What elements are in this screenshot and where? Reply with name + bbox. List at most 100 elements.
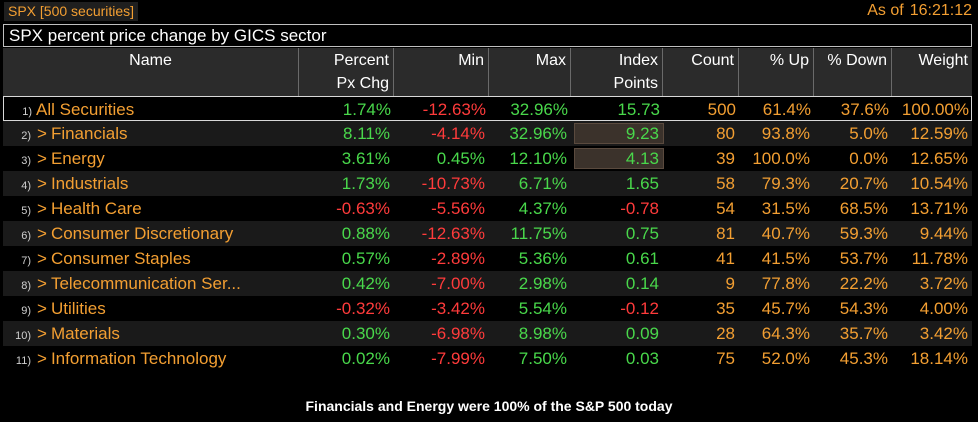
name-cell[interactable]: 7) > Consumer Staples xyxy=(3,246,298,271)
count-cell: 81 xyxy=(716,224,735,243)
column-header-percent-px-chg[interactable]: Percent Px Chg xyxy=(299,48,394,96)
weight-cell: 11.78% xyxy=(911,249,968,268)
column-header-count[interactable]: Count xyxy=(663,48,739,96)
column-header-name[interactable]: Name xyxy=(3,48,299,96)
sector-name: Energy xyxy=(50,149,105,168)
percent-up-cell: 61.4% xyxy=(762,100,811,119)
expand-chevron-icon[interactable]: > xyxy=(37,299,47,318)
index-points-cell: 0.09 xyxy=(625,324,659,343)
weight-cell: 18.14% xyxy=(910,349,968,368)
index-points-cell: 0.61 xyxy=(625,249,659,268)
expand-chevron-icon[interactable]: > xyxy=(37,349,47,368)
sector-name: Materials xyxy=(50,324,120,343)
column-header-percent-down[interactable]: % Down xyxy=(814,48,892,96)
max-cell: 32.96% xyxy=(509,124,567,143)
name-cell[interactable]: 5) > Health Care xyxy=(3,196,298,221)
sector-name: Industrials xyxy=(50,174,129,193)
table-row[interactable]: 7) > Consumer Staples 0.57% -2.89% 5.36% 0.61 4… xyxy=(3,246,972,271)
row-index: 8) xyxy=(21,280,31,292)
name-cell[interactable]: 1) All Securities xyxy=(4,97,299,122)
name-cell[interactable]: 9) > Utilities xyxy=(3,296,298,321)
table-row[interactable]: 3) > Energy 3.61% 0.45% 12.10% 4.13 39 100.0% 0.0… xyxy=(3,146,972,171)
column-header-count-label: Count xyxy=(691,52,734,69)
row-index: 4) xyxy=(21,180,31,192)
percent-up-cell: 79.3% xyxy=(761,174,810,193)
expand-chevron-icon[interactable]: > xyxy=(37,224,47,243)
min-cell: -7.99% xyxy=(431,349,485,368)
expand-chevron-icon[interactable]: > xyxy=(37,149,47,168)
table-row[interactable]: 10) > Materials 0.30% -6.98% 8.98% 0.09 28 64.3%… xyxy=(3,321,972,346)
max-cell: 5.54% xyxy=(518,299,567,318)
percent-up-cell: 31.5% xyxy=(761,199,810,218)
percent-px-chg-cell: 0.88% xyxy=(341,224,390,243)
name-cell[interactable]: 10) > Materials xyxy=(3,321,298,346)
top-bar: SPX [500 securities] As of 16:21:12 xyxy=(0,0,978,23)
table-row[interactable]: 2) > Financials 8.11% -4.14% 32.96% 9.23 80 93.8… xyxy=(3,121,972,146)
index-points-cell: 4.13 xyxy=(625,149,659,168)
index-points-highlight xyxy=(574,148,664,169)
percent-down-cell: 53.7% xyxy=(839,249,888,268)
min-cell: -10.73% xyxy=(421,174,485,193)
expand-chevron-icon[interactable]: > xyxy=(37,174,47,193)
sector-name: Consumer Discretionary xyxy=(50,224,234,243)
percent-up-cell: 93.8% xyxy=(761,124,810,143)
row-index: 11) xyxy=(15,355,31,367)
column-header-percent-up[interactable]: % Up xyxy=(739,48,814,96)
count-cell: 75 xyxy=(716,349,735,368)
table-row[interactable]: 1) All Securities 1.74% -12.63% 32.96% 15.73 5… xyxy=(3,96,972,121)
table-row[interactable]: 5) > Health Care -0.63% -5.56% 4.37% -0.78 54 31… xyxy=(3,196,972,221)
name-cell[interactable]: 6) > Consumer Discretionary xyxy=(3,221,298,246)
table-row[interactable]: 6) > Consumer Discretionary 0.88% -12.63% 11.… xyxy=(3,221,972,246)
index-points-cell: 15.73 xyxy=(617,100,660,119)
column-header-percent-line2: Px Chg xyxy=(336,75,389,92)
column-header-percent-line1: Percent xyxy=(333,52,389,69)
name-cell[interactable]: 4) > Industrials xyxy=(3,171,298,196)
expand-chevron-icon[interactable]: > xyxy=(37,249,47,268)
row-index: 3) xyxy=(21,155,31,167)
count-cell: 28 xyxy=(716,324,735,343)
index-points-cell: 9.23 xyxy=(625,124,659,143)
as-of-timestamp: As of 16:21:12 xyxy=(867,2,972,20)
max-cell: 32.96% xyxy=(510,100,568,119)
table-row[interactable]: 9) > Utilities -0.32% -3.42% 5.54% -0.12 35 45.7… xyxy=(3,296,972,321)
max-cell: 11.75% xyxy=(510,224,567,243)
table-header: Name Percent Px Chg Min Max Index Points… xyxy=(3,48,972,96)
column-header-min[interactable]: Min xyxy=(394,48,489,96)
column-header-index-line2: Points xyxy=(613,75,658,92)
table-row[interactable]: 11) > Information Technology 0.02% -7.99% 7.5… xyxy=(3,346,972,371)
weight-cell: 3.72% xyxy=(919,274,968,293)
expand-chevron-icon[interactable]: > xyxy=(37,274,47,293)
name-cell[interactable]: 11) > Information Technology xyxy=(3,346,298,371)
sector-name: Financials xyxy=(50,124,128,143)
percent-up-cell: 52.0% xyxy=(761,349,810,368)
expand-chevron-icon[interactable]: > xyxy=(37,199,47,218)
column-header-weight[interactable]: Weight xyxy=(892,48,972,96)
column-header-max[interactable]: Max xyxy=(489,48,571,96)
name-cell[interactable]: 8) > Telecommunication Ser... xyxy=(3,271,298,296)
footer-caption: Financials and Energy were 100% of the S… xyxy=(305,398,673,414)
weight-cell: 9.44% xyxy=(919,224,968,243)
column-header-index-points[interactable]: Index Points xyxy=(571,48,663,96)
percent-down-cell: 22.2% xyxy=(839,274,888,293)
percent-up-cell: 45.7% xyxy=(761,299,810,318)
weight-cell: 12.65% xyxy=(910,149,968,168)
count-cell: 39 xyxy=(716,149,735,168)
expand-chevron-icon[interactable]: > xyxy=(37,324,47,343)
weight-cell: 4.00% xyxy=(919,299,968,318)
sector-name: All Securities xyxy=(36,100,135,119)
security-label[interactable]: SPX [500 securities] xyxy=(4,2,139,21)
table-row[interactable]: 4) > Industrials 1.73% -10.73% 6.71% 1.65 58 79.… xyxy=(3,171,972,196)
name-cell[interactable]: 3) > Energy xyxy=(3,146,298,171)
column-header-percent-up-label: % Up xyxy=(769,52,809,69)
percent-px-chg-cell: 1.74% xyxy=(342,100,391,119)
table-title-bar: SPX percent price change by GICS sector xyxy=(3,24,972,47)
expand-chevron-icon[interactable]: > xyxy=(37,124,47,143)
percent-down-cell: 0.0% xyxy=(849,149,888,168)
index-points-cell: 0.03 xyxy=(625,349,659,368)
index-points-cell: -0.12 xyxy=(620,299,659,318)
table-row[interactable]: 8) > Telecommunication Ser... 0.42% -7.00% 2.… xyxy=(3,271,972,296)
percent-up-cell: 40.7% xyxy=(761,224,810,243)
percent-up-cell: 100.0% xyxy=(752,149,810,168)
name-cell[interactable]: 2) > Financials xyxy=(3,121,298,146)
index-points-highlight xyxy=(574,123,664,144)
